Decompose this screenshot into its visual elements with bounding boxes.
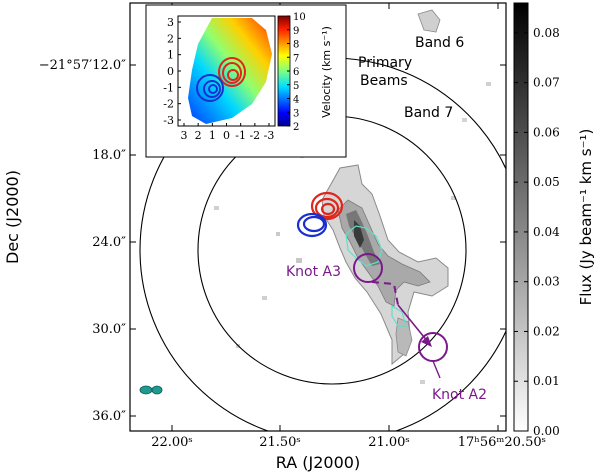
emission-speck: [296, 258, 302, 263]
emission-speck: [276, 232, 280, 236]
knot-a2-leader: [432, 360, 441, 379]
emission-speck: [451, 196, 456, 200]
inset-y-tick-label: 2: [167, 32, 174, 45]
beams-label: Beams: [360, 73, 408, 89]
flux-colorbar-tick-label: 0.05: [533, 175, 560, 189]
y-tick-label: 18.0″: [92, 148, 126, 163]
emission-knot-a2: [395, 317, 413, 357]
inset-y-tick-label: 1: [167, 49, 174, 62]
x-tick-label: 21.00ˢ: [368, 435, 410, 450]
emission-speck: [214, 206, 219, 210]
y-axis: −21°57′12.0″ 18.0″ 24.0″ 30.0″ 36.0″ Dec…: [3, 58, 506, 424]
knot-a2-arrowhead: [421, 336, 432, 347]
band6-label: Band 6: [415, 35, 464, 51]
flux-colorbar-title: Flux (Jy beam⁻¹ km s⁻¹): [577, 129, 595, 306]
synth-beam-band7: [151, 385, 163, 395]
inset-y-tick-label: -2: [163, 98, 174, 111]
inset-x-tick-label: 1: [209, 129, 216, 142]
inset-colorbar-ticks: 2 3 4 5 6 7 8 9 10: [287, 12, 306, 133]
x-axis-title: RA (J2000): [276, 453, 360, 472]
primary-label: Primary: [358, 55, 412, 71]
inset-colorbar-title: Velocity (km s⁻¹): [320, 26, 333, 118]
y-tick-label: 30.0″: [92, 322, 126, 337]
emission-patch-top: [417, 9, 441, 33]
red-lobe-contours: [310, 191, 344, 221]
knot-a2-label: Knot A2: [432, 387, 487, 403]
flux-colorbar: 0.00 0.01 0.02 0.03 0.04 0.05 0.06 0.07 0.08 Flu…: [513, 2, 595, 438]
inset-colorbar-tick-label: 2: [293, 122, 299, 133]
inset-x-tick-label: 2: [195, 129, 202, 142]
flux-colorbar-tick-label: 0.02: [533, 324, 560, 338]
inset-colorbar-tick-label: 5: [293, 81, 299, 92]
flux-colorbar-tick-label: 0.08: [533, 26, 560, 40]
knot-connector-dashed: [371, 281, 399, 306]
inset-x-tick-label: -2: [249, 129, 260, 142]
inset-colorbar-tick-label: 7: [293, 53, 299, 64]
cyan-contour: [345, 225, 407, 327]
synth-beam-band6: [139, 385, 153, 395]
flux-colorbar-tick-label: 0.04: [533, 225, 560, 239]
inset-y-tick-label: -3: [163, 114, 174, 127]
inset-y-tick-label: -1: [163, 81, 174, 94]
band7-label: Band 7: [404, 105, 453, 121]
y-axis-title: Dec (J2000): [3, 170, 22, 264]
inset-colorbar-tick-label: 3: [293, 108, 299, 119]
inset-colorbar-tick-label: 9: [293, 26, 299, 37]
inset-x-tick-label: -3: [264, 129, 275, 142]
knot-a3-marker: [353, 253, 383, 283]
flux-colorbar-tick-label: 0.03: [533, 275, 560, 289]
knot-a2-arrow: [397, 304, 429, 343]
x-tick-label: 17ʰ56ᵐ20.50ˢ: [458, 435, 546, 450]
flux-colorbar-ticks: 0.00 0.01 0.02 0.03 0.04 0.05 0.06 0.07 0.08: [514, 26, 560, 438]
main-plot-frame: [129, 2, 507, 432]
y-tick-label: −21°57′12.0″: [39, 58, 126, 73]
y-tick-label: 24.0″: [92, 235, 126, 250]
flux-colorbar-gradient: [513, 2, 529, 432]
inset-colorbar-tick-label: 8: [293, 40, 299, 51]
x-tick-label: 22.00ˢ: [151, 435, 193, 450]
inset-colorbar-tick-label: 6: [293, 67, 299, 78]
emission-speck: [486, 82, 491, 86]
inset-red-contours: [218, 57, 246, 87]
inset-x-tick-label: 0: [223, 129, 230, 142]
emission-inner: [354, 220, 364, 248]
flux-colorbar-tick-label: 0.07: [533, 76, 560, 90]
flux-colorbar-tick-label: 0.00: [533, 424, 560, 438]
emission-speck: [462, 118, 467, 122]
emission-speck: [262, 296, 267, 300]
emission-speck: [420, 380, 425, 384]
inset-y-tick-label: 3: [167, 16, 174, 29]
x-tick-label: 21.50ˢ: [259, 435, 301, 450]
y-tick-label: 36.0″: [92, 409, 126, 424]
inset-colorbar-tick-label: 10: [293, 12, 306, 23]
inset-blue-contours: [196, 74, 224, 102]
inset-colorbar-tick-label: 4: [293, 95, 299, 106]
inset-x-tick-label: 3: [181, 129, 188, 142]
flux-colorbar-tick-label: 0.01: [533, 374, 560, 388]
inset-x-tick-label: -1: [235, 129, 246, 142]
blue-lobe-contours: [296, 212, 328, 238]
inset-y-tick-label: 0: [167, 65, 174, 78]
knot-a3-label: Knot A3: [286, 264, 341, 280]
x-axis: 22.00ˢ 21.50ˢ 21.00ˢ 17ʰ56ᵐ20.50ˢ RA (J2…: [151, 3, 546, 472]
flux-colorbar-tick-label: 0.06: [533, 125, 560, 139]
